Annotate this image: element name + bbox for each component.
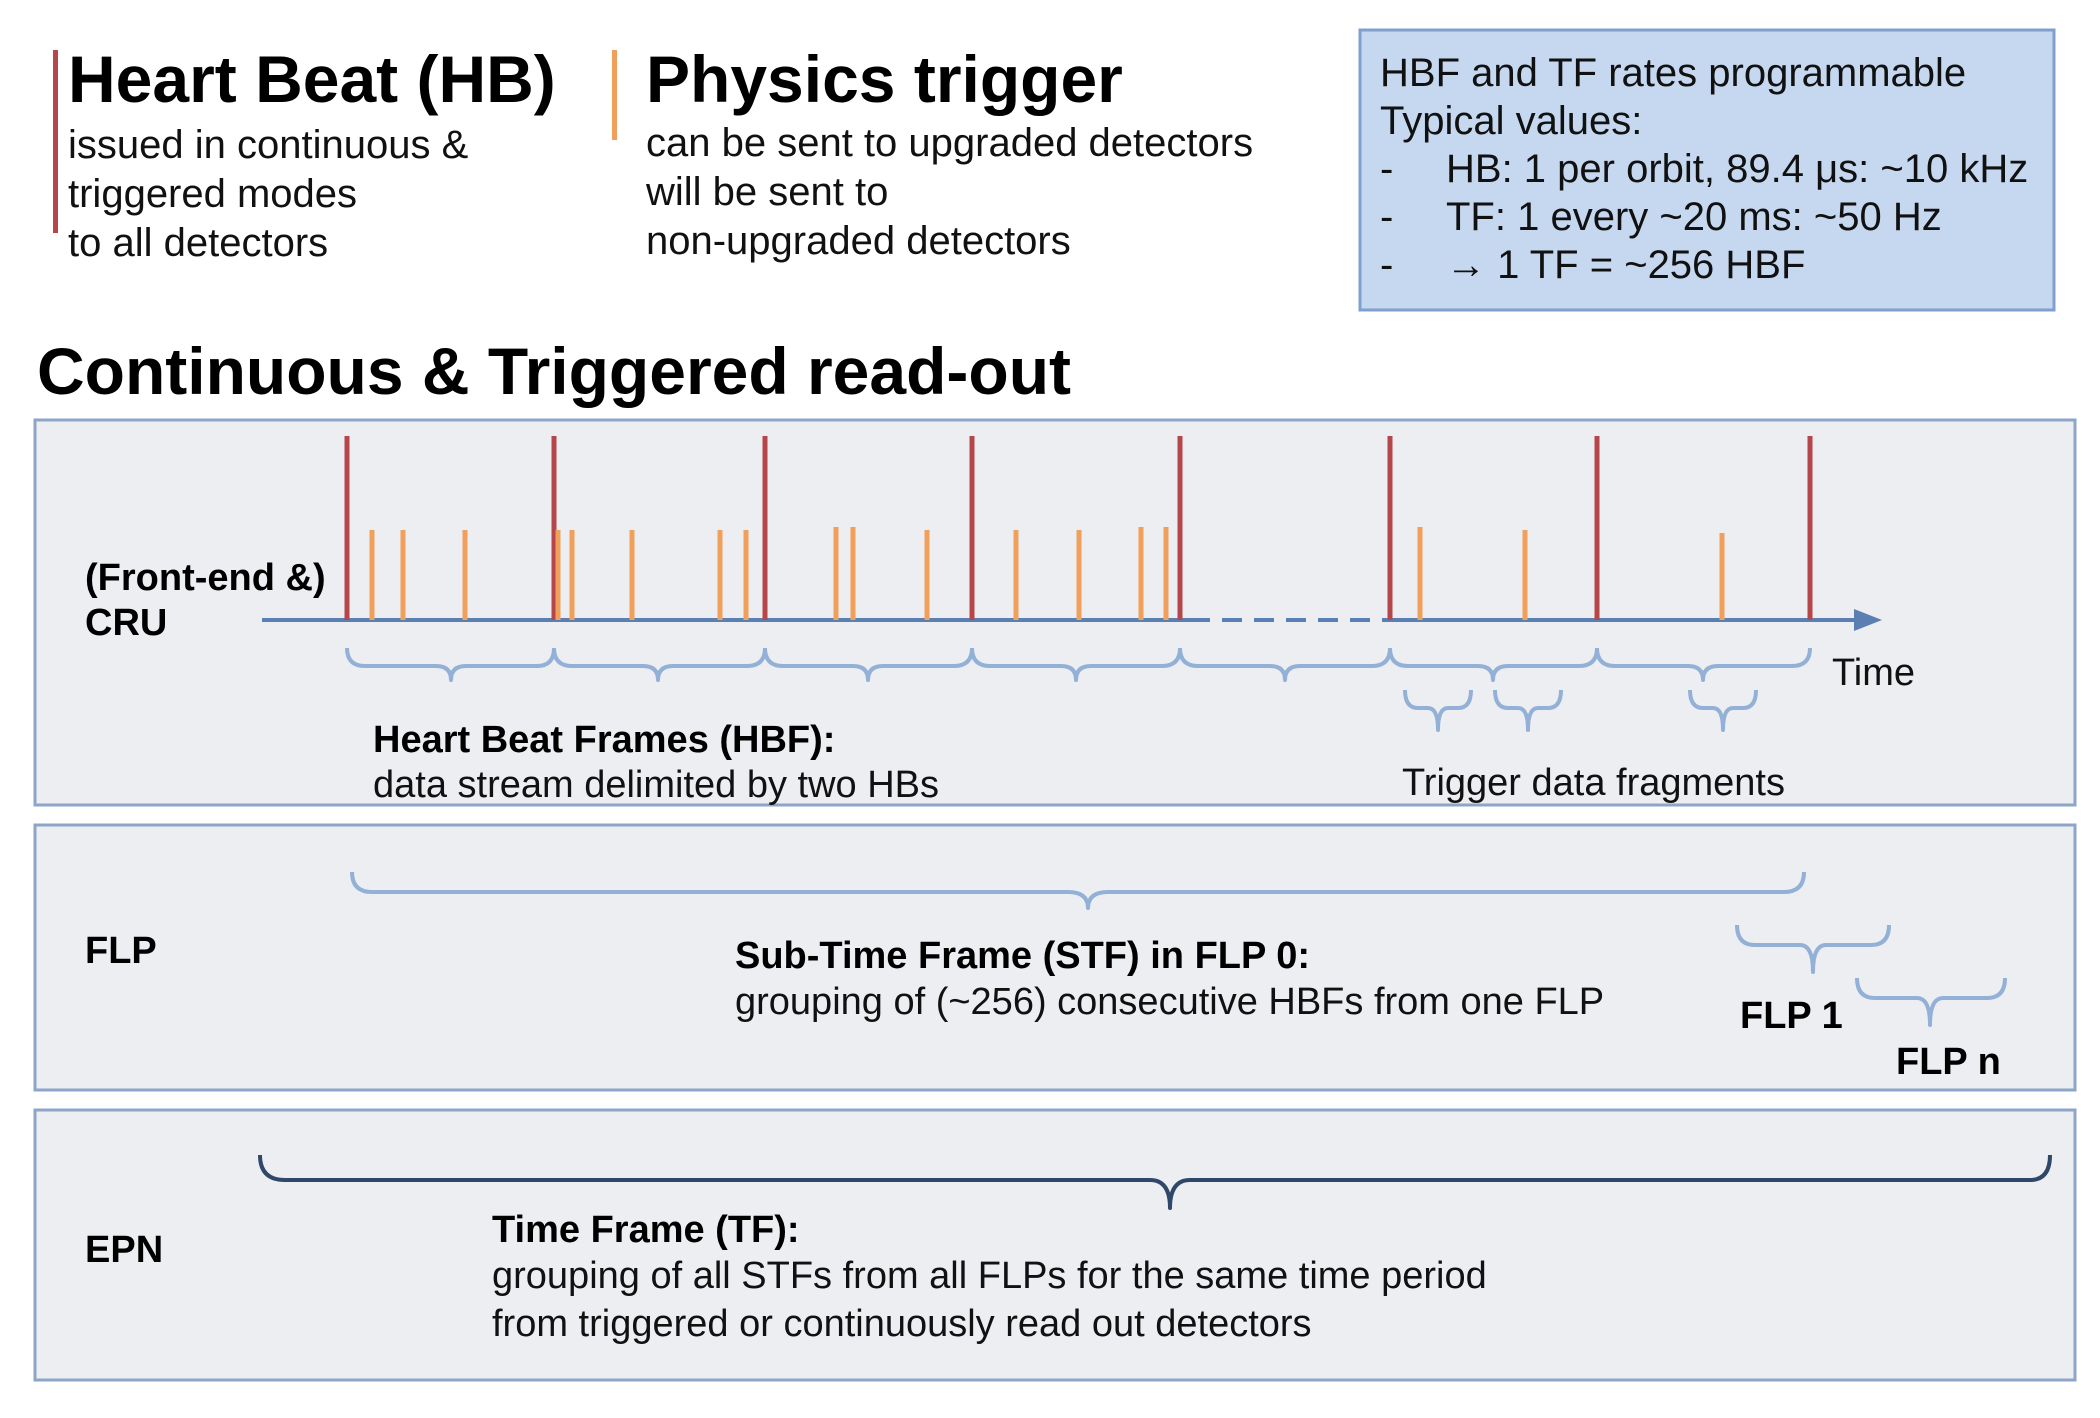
section-heading: Continuous & Triggered read-out <box>37 334 1071 408</box>
cru-label-line-1: (Front-end &) <box>85 557 326 599</box>
flpn-label: FLP n <box>1896 1041 2001 1083</box>
stf-braces <box>350 871 2007 1027</box>
stf-brace-flp1 <box>1735 924 1891 974</box>
physics-legend-bar <box>612 50 617 140</box>
epn-label: EPN <box>85 1229 163 1271</box>
hbf-brace <box>1178 647 1392 682</box>
panel-flp: FLP Sub-Time Frame (STF) in FLP 0: group… <box>33 823 2077 1092</box>
info-bullet-text-1: HB: 1 per orbit, 89.4 μs: ~10 kHz <box>1446 147 2028 191</box>
physics-legend-line-1: can be sent to upgraded detectors <box>646 121 1253 165</box>
info-box-line-2: Typical values: <box>1380 99 1642 143</box>
panel-flp-background <box>33 823 2077 1092</box>
info-box: HBF and TF rates programmable Typical va… <box>1358 28 2056 312</box>
hb-legend-bar <box>53 50 58 233</box>
hb-legend-title: Heart Beat (HB) <box>68 42 556 116</box>
panel-cru: (Front-end &) CRU <box>33 418 2077 807</box>
info-bullet-dash-3: - <box>1380 243 1393 287</box>
tf-description-line-1: grouping of all STFs from all FLPs for t… <box>492 1255 1487 1297</box>
tf-brace <box>258 1154 2052 1210</box>
hbf-brace <box>345 647 556 682</box>
hbf-braces <box>345 647 1812 682</box>
trigger-fragments-label: Trigger data fragments <box>1402 762 1785 804</box>
legend-physics-trigger: Physics trigger can be sent to upgraded … <box>612 42 1253 263</box>
hb-pulses <box>344 436 1813 620</box>
time-axis-arrowhead <box>1854 609 1882 631</box>
trigger-fragment-brace <box>1403 689 1473 732</box>
stf-description: grouping of (~256) consecutive HBFs from… <box>735 981 1604 1023</box>
panel-epn-background <box>33 1108 2077 1382</box>
time-axis-label: Time <box>1832 652 1915 694</box>
stf-brace-flp0 <box>350 871 1806 910</box>
panel-cru-background <box>33 418 2077 807</box>
hb-legend-line-2: triggered modes <box>68 172 357 216</box>
hbf-brace <box>552 647 767 682</box>
hbf-brace <box>763 647 974 682</box>
hb-legend-line-1: issued in continuous & <box>68 123 469 167</box>
info-bullet-dash-1: - <box>1380 147 1393 191</box>
cru-label-line-2: CRU <box>85 602 167 644</box>
tf-title: Time Frame (TF): <box>492 1209 800 1251</box>
trigger-pulses <box>369 527 1725 620</box>
trigger-fragment-brace <box>1688 689 1758 732</box>
legend-heart-beat: Heart Beat (HB) issued in continuous & t… <box>53 42 556 265</box>
trigger-fragment-brace <box>1493 689 1563 732</box>
hbf-brace <box>970 647 1182 682</box>
physics-legend-line-3: non-upgraded detectors <box>646 219 1071 263</box>
hbf-brace <box>1595 647 1812 682</box>
info-bullet-text-2: TF: 1 every ~20 ms: ~50 Hz <box>1446 195 1942 239</box>
trigger-fragment-braces <box>1403 689 1758 732</box>
stf-brace-flpn <box>1855 977 2007 1027</box>
hbf-title: Heart Beat Frames (HBF): <box>373 719 835 761</box>
info-box-background <box>1358 28 2056 312</box>
hb-legend-line-3: to all detectors <box>68 221 328 265</box>
hbf-description: data stream delimited by two HBs <box>373 764 939 806</box>
info-box-line-1: HBF and TF rates programmable <box>1380 51 1966 95</box>
stf-title: Sub-Time Frame (STF) in FLP 0: <box>735 935 1310 977</box>
hbf-brace <box>1388 647 1599 682</box>
panel-epn: EPN Time Frame (TF): grouping of all STF… <box>33 1108 2077 1382</box>
flp-label: FLP <box>85 930 157 972</box>
physics-legend-line-2: will be sent to <box>645 170 888 214</box>
info-bullet-text-3: → 1 TF = ~256 HBF <box>1446 243 1805 287</box>
tf-description-line-2: from triggered or continuously read out … <box>492 1303 1312 1345</box>
info-bullet-dash-2: - <box>1380 195 1393 239</box>
flp1-label: FLP 1 <box>1740 995 1843 1037</box>
physics-legend-title: Physics trigger <box>646 42 1123 116</box>
